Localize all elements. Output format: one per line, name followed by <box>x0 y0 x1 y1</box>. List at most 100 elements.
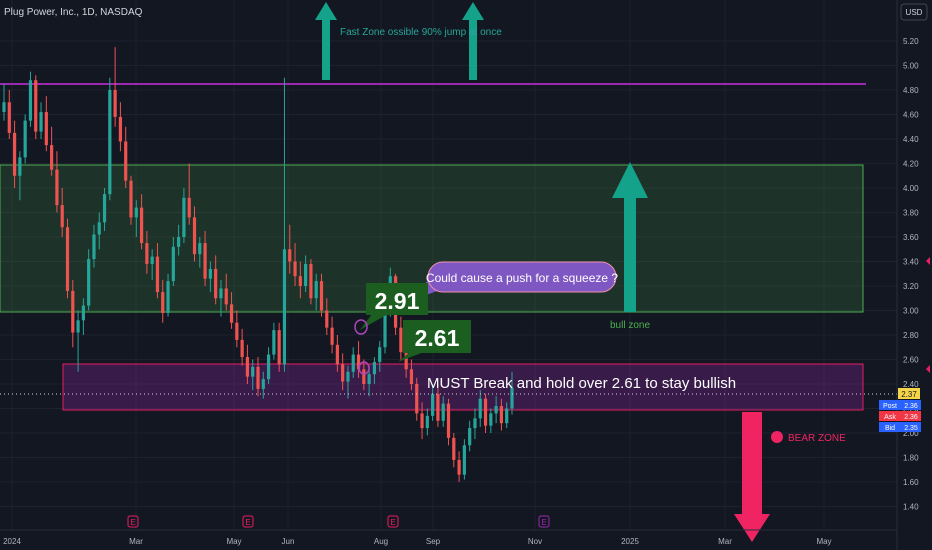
candle <box>219 279 223 317</box>
earnings-marker[interactable]: E <box>387 515 399 528</box>
candle <box>240 328 244 366</box>
candle <box>23 114 27 164</box>
candle <box>171 237 175 286</box>
y-tick-label: 1.40 <box>903 503 919 512</box>
candle <box>335 335 339 372</box>
candle <box>261 371 265 399</box>
candle <box>304 255 308 293</box>
bear-zone-dot <box>771 431 783 443</box>
price-callout-291[interactable]: 2.91 <box>360 283 428 330</box>
candle <box>76 310 80 372</box>
candle <box>97 212 101 250</box>
y-tick-label: 3.00 <box>903 307 919 316</box>
candle <box>145 230 149 274</box>
candle <box>192 206 197 262</box>
candle <box>50 126 54 176</box>
candle <box>102 188 107 231</box>
candle <box>182 188 186 244</box>
candle <box>282 77 287 372</box>
price-axis[interactable]: 5.20 5.00 4.80 4.60 4.40 4.20 4.00 3.80 3.60 3.40… <box>903 37 919 512</box>
candle <box>134 200 138 237</box>
candle <box>203 230 207 286</box>
earnings-marker[interactable]: E <box>127 515 139 528</box>
candle <box>505 402 509 429</box>
candle <box>499 398 504 431</box>
post-price-badge: Post 2.36 <box>879 400 921 410</box>
candle <box>272 322 276 360</box>
earnings-marker[interactable]: E <box>538 515 550 528</box>
candle <box>108 77 112 201</box>
time-axis[interactable]: 2024 Mar May Jun Aug Sep Nov 2025 Mar May <box>3 537 831 546</box>
x-tick-label: Mar <box>718 537 732 546</box>
candle <box>356 341 361 378</box>
currency-selector[interactable]: USD <box>900 3 928 21</box>
price-callout-291-text: 2.91 <box>375 288 420 314</box>
candle <box>7 90 11 139</box>
fast-zone-text: Fast Zone ossible 90% jump at once <box>340 27 502 38</box>
candle <box>28 71 33 127</box>
x-tick-label: Sep <box>426 537 441 546</box>
earnings-marker[interactable]: E <box>242 515 254 528</box>
post-price-label: Post <box>883 403 897 410</box>
y-tick-label: 2.00 <box>903 429 919 438</box>
x-tick-label: Aug <box>374 537 388 546</box>
candle <box>288 224 292 274</box>
x-tick-label: Mar <box>129 537 143 546</box>
candle <box>235 310 239 348</box>
fast-zone-arrow-left <box>315 2 337 80</box>
last-price-value: 2.37 <box>901 390 917 399</box>
candle <box>351 347 355 378</box>
candle <box>155 243 160 299</box>
axis-marker-pink-2 <box>926 365 930 373</box>
candle <box>293 243 297 286</box>
candle <box>129 175 133 225</box>
bull-zone-label: bull zone <box>610 320 650 331</box>
post-price-value: 2.36 <box>904 403 918 410</box>
y-tick-label: 5.00 <box>903 62 919 71</box>
candle <box>409 359 414 391</box>
y-tick-label: 3.20 <box>903 282 919 291</box>
candle <box>65 218 70 299</box>
bull-arrow <box>612 162 648 312</box>
y-tick-label: 5.20 <box>903 37 919 46</box>
candle <box>34 75 38 139</box>
candle <box>187 163 191 225</box>
candle <box>224 273 228 311</box>
chart-title: Plug Power, Inc., 1D, NASDAQ <box>4 7 143 18</box>
candle <box>314 273 318 311</box>
candle <box>462 439 466 480</box>
candle <box>55 151 59 213</box>
x-tick-label: May <box>816 537 831 546</box>
candle <box>229 292 234 329</box>
candle <box>510 371 514 415</box>
candle <box>166 273 170 317</box>
y-tick-label: 3.80 <box>903 209 919 218</box>
y-tick-label: 4.00 <box>903 184 919 193</box>
candle <box>441 396 445 427</box>
bid-price-label: Bid <box>885 425 895 432</box>
squeeze-callout-text: Could cause a push for a squeeze ? <box>426 271 618 285</box>
candle <box>177 224 181 256</box>
candle <box>245 344 250 384</box>
candle <box>341 353 345 391</box>
candle <box>124 126 128 188</box>
candle <box>198 237 202 268</box>
break-zone[interactable] <box>62 363 864 411</box>
candle <box>478 390 482 427</box>
candle <box>251 359 255 391</box>
x-tick-label: 2025 <box>621 537 639 546</box>
price-callout-261[interactable]: 2.61 <box>398 320 471 362</box>
y-tick-label: 4.60 <box>903 111 919 120</box>
y-tick-label: 4.80 <box>903 86 919 95</box>
currency-label: USD <box>906 8 923 17</box>
candle <box>113 47 117 127</box>
ask-price-badge: Ask 2.36 <box>879 411 921 421</box>
candle <box>208 261 212 293</box>
candle <box>436 384 440 427</box>
bear-arrow <box>734 412 770 542</box>
candle <box>92 224 96 268</box>
candle <box>161 279 165 323</box>
ask-price-value: 2.36 <box>904 414 918 421</box>
